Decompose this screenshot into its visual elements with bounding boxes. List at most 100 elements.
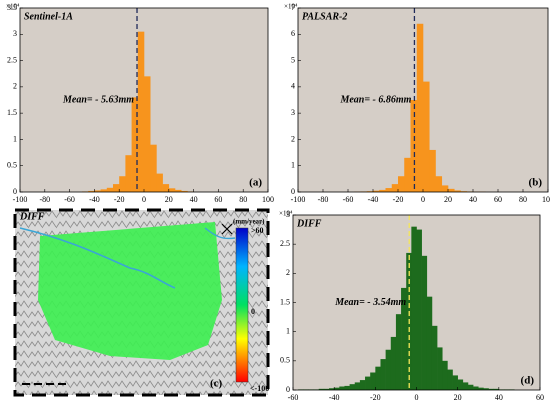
- histogram-bar: [478, 387, 484, 390]
- x-tick-label: 60: [214, 195, 222, 204]
- y-tick-label: 1: [286, 326, 290, 335]
- x-tick-label: -20: [114, 195, 125, 204]
- histogram-bar: [181, 190, 188, 192]
- panel-label: (c): [210, 378, 223, 390]
- histogram-bar: [318, 388, 325, 390]
- x-tick-label: 40: [190, 195, 198, 204]
- histogram-bar: [365, 376, 371, 390]
- deformation-area: [38, 222, 222, 360]
- x-tick-label: 0: [142, 195, 146, 204]
- x-tick-label: -60: [343, 195, 354, 204]
- colorbar-unit: (mm/year): [233, 218, 265, 226]
- map-frame: [13, 208, 270, 397]
- y-tick-label: 3.5: [7, 3, 17, 12]
- y-tick-label: 5: [291, 55, 295, 64]
- histogram-bar: [473, 386, 479, 390]
- y-tick-label: 2.5: [7, 55, 17, 64]
- histogram-bar: [339, 386, 345, 390]
- panel-title: PALSAR-2: [302, 11, 347, 22]
- colorbar-label: 0: [251, 307, 255, 316]
- x-tick-label: 20: [454, 393, 462, 402]
- histogram-bar: [416, 229, 422, 390]
- map-title: DIFF: [19, 211, 45, 222]
- panel-title: DIFF: [296, 218, 322, 229]
- histogram-bar: [334, 387, 340, 390]
- histogram-bar: [380, 359, 386, 390]
- histogram-bar: [421, 255, 428, 390]
- mean-annotation: Mean= - 6.86mm: [339, 94, 411, 105]
- histogram-bar: [457, 379, 464, 390]
- histogram-bar: [395, 314, 402, 390]
- histogram-bar: [106, 187, 114, 192]
- x-tick-label: 60: [494, 195, 502, 204]
- y-tick-label: 0.5: [7, 161, 17, 170]
- histogram-bar: [113, 184, 120, 192]
- histogram-bar: [401, 287, 407, 390]
- x-tick-label: -20: [393, 195, 404, 204]
- y-tick-label: 7: [291, 3, 295, 12]
- x-tick-label: 80: [239, 195, 247, 204]
- histogram-bar: [452, 375, 458, 390]
- histogram-bar: [462, 382, 469, 390]
- histogram-bar: [162, 184, 170, 192]
- histogram-bar: [175, 189, 182, 192]
- histogram-bar: [88, 190, 95, 192]
- x-tick-label: 20: [444, 195, 452, 204]
- y-tick-label: 0: [286, 385, 290, 394]
- histogram-bar: [359, 380, 366, 390]
- histogram-bar: [125, 155, 132, 192]
- histogram-bar: [100, 189, 108, 192]
- histogram-bar: [391, 184, 399, 192]
- histogram-bar: [423, 81, 430, 192]
- x-tick-label: 40: [495, 393, 503, 402]
- histogram-bar: [448, 188, 455, 192]
- x-tick-label: 80: [519, 195, 527, 204]
- histogram-bar: [150, 144, 157, 192]
- histogram-bar: [144, 76, 151, 192]
- y-tick-label: 1.5: [7, 108, 17, 117]
- histogram-bar: [467, 384, 474, 390]
- histogram-bar: [404, 157, 411, 192]
- x-tick-label: 100: [542, 195, 550, 204]
- histogram-bar: [398, 176, 405, 192]
- x-tick-label: -80: [318, 195, 329, 204]
- x-tick-label: -100: [13, 195, 28, 204]
- histogram-bar: [119, 176, 126, 192]
- x-tick-label: -40: [368, 195, 379, 204]
- y-tick-label: 2: [291, 134, 295, 143]
- mean-annotation: Mean= - 3.54mm: [334, 297, 406, 308]
- map-panel: DIFF (mm/year) >60 0 <-100 (c): [13, 208, 270, 397]
- histogram-bar: [447, 369, 453, 390]
- histogram-bar: [454, 190, 461, 192]
- histogram-bar: [344, 385, 350, 390]
- x-tick-label: 60: [536, 393, 544, 402]
- histogram-bar: [416, 23, 424, 193]
- y-tick-label: 0.5: [280, 356, 290, 365]
- histogram-bar: [441, 185, 449, 192]
- y-tick-label: 0: [13, 187, 17, 196]
- y-tick-label: 1: [13, 134, 17, 143]
- histogram-bar: [349, 384, 356, 390]
- y-tick-label: 2.5: [280, 239, 290, 248]
- histogram-bar: [373, 190, 380, 192]
- x-tick-label: -20: [370, 393, 381, 402]
- axis-multiplier: ×10⁴: [284, 3, 298, 11]
- x-tick-label: -100: [291, 195, 306, 204]
- histogram-bar: [385, 188, 393, 192]
- histogram-bar: [168, 188, 176, 192]
- histogram-bar: [379, 189, 386, 192]
- histogram-bar: [411, 226, 417, 390]
- x-tick-label: -40: [329, 393, 340, 402]
- histogram-bar: [429, 149, 436, 192]
- colorbar-label: <-100: [250, 384, 269, 393]
- y-tick-label: 0: [291, 187, 295, 196]
- mean-annotation: Mean= - 5.63mm: [62, 94, 134, 105]
- x-tick-label: 40: [469, 195, 477, 204]
- panel-label: (d): [521, 375, 535, 387]
- x-tick-label: 0: [421, 195, 425, 204]
- x-tick-label: -60: [64, 195, 75, 204]
- colorbar: [235, 227, 249, 383]
- y-tick-label: 2: [13, 82, 17, 91]
- river: [204, 227, 236, 240]
